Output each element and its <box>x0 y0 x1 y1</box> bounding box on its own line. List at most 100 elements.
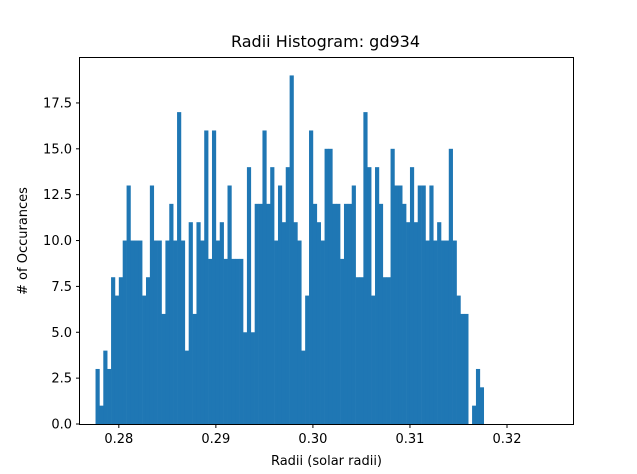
x-tick-label: 0.32 <box>493 432 522 447</box>
histogram-bar <box>324 148 329 424</box>
histogram-bar <box>243 332 248 424</box>
histogram-bar <box>161 313 166 424</box>
histogram-bar <box>355 277 360 424</box>
chart-title: Radii Histogram: gd934 <box>231 32 420 51</box>
histogram-bar <box>479 387 485 424</box>
histogram-bar <box>464 313 469 424</box>
histogram-bar <box>328 148 333 424</box>
x-axis-label: Radii (solar radii) <box>271 454 382 469</box>
histogram-bar <box>95 368 100 424</box>
histogram-bar <box>460 313 465 424</box>
histogram-bar <box>444 240 450 424</box>
histogram-bar <box>452 240 457 424</box>
histogram-bar <box>437 222 442 424</box>
y-axis-ticks: 0.0 2.5 5.0 7.5 10.0 12.5 15.0 17.5 <box>43 96 80 433</box>
histogram-bar <box>246 167 252 424</box>
histogram-bar <box>126 185 131 424</box>
histogram-bar <box>250 332 255 424</box>
histogram-bar <box>441 240 446 424</box>
histogram-bar <box>111 277 116 424</box>
histogram-bar <box>211 130 217 424</box>
histogram-bar <box>309 130 314 424</box>
histogram-bar <box>406 222 411 424</box>
y-tick-label: 17.5 <box>43 96 72 111</box>
histogram-bar <box>285 167 290 424</box>
histogram-bar <box>138 240 143 424</box>
y-tick-label: 0.0 <box>51 418 72 433</box>
histogram-bar <box>347 203 353 424</box>
histogram-bar <box>142 295 147 424</box>
histogram-bar <box>149 185 155 424</box>
histogram-bar <box>417 185 422 424</box>
histogram-bar <box>448 148 453 424</box>
histogram-bar <box>472 405 477 424</box>
histogram-bar <box>305 295 310 424</box>
histogram-bar <box>421 185 426 424</box>
histogram-bar <box>402 203 407 424</box>
histogram-bar <box>281 222 287 424</box>
histogram-bar <box>336 203 341 424</box>
histogram-bar <box>274 240 279 424</box>
histogram-bar <box>239 258 244 424</box>
histogram-bar <box>215 240 221 424</box>
x-tick-label: 0.31 <box>395 432 424 447</box>
histogram-bar <box>378 203 384 424</box>
histogram-bar <box>363 112 368 425</box>
histogram-bar <box>231 258 236 424</box>
histogram-bar <box>145 277 151 424</box>
histogram-bar <box>359 277 364 424</box>
histogram-bar <box>219 222 224 424</box>
histogram-bar <box>122 240 127 424</box>
y-tick-label: 15.0 <box>43 142 72 157</box>
histogram-bar <box>433 240 438 424</box>
histogram-bar <box>192 313 197 424</box>
histogram-bar <box>103 350 108 424</box>
histogram-bar <box>184 350 189 424</box>
x-axis-ticks: 0.28 0.29 0.30 0.31 0.32 <box>104 424 521 447</box>
histogram-bar <box>301 350 306 424</box>
y-tick-label: 2.5 <box>51 372 72 387</box>
x-tick-label: 0.29 <box>201 432 230 447</box>
histogram-bar <box>398 185 403 424</box>
histogram-bar <box>223 258 228 424</box>
histogram-bar <box>130 240 135 424</box>
histogram-bar <box>114 295 120 424</box>
histogram-bar <box>254 203 259 424</box>
histogram-bar <box>157 240 162 424</box>
histogram-bar <box>371 295 376 424</box>
plot-frame <box>79 57 574 425</box>
histogram-bar <box>204 130 209 424</box>
y-tick-label: 10.0 <box>43 234 72 249</box>
histogram-bar <box>200 240 205 424</box>
histogram-bar <box>277 185 283 424</box>
histogram-bar <box>180 240 186 424</box>
histogram-bar <box>107 368 112 424</box>
histogram-bar <box>177 112 182 425</box>
histogram-bars <box>95 75 485 425</box>
histogram-bar <box>316 222 321 424</box>
histogram-bar <box>235 258 240 424</box>
histogram-bar <box>475 368 481 424</box>
histogram-bar <box>173 240 178 424</box>
histogram-bar <box>409 167 415 424</box>
histogram-bar <box>375 167 380 424</box>
x-tick-label: 0.30 <box>298 432 327 447</box>
histogram-bar <box>289 75 294 425</box>
histogram-bar <box>382 277 387 424</box>
histogram-bar <box>351 185 356 424</box>
histogram-bar <box>340 258 345 424</box>
histogram-bar <box>297 240 302 424</box>
histogram-bar <box>293 222 298 424</box>
histogram-bar <box>134 240 139 424</box>
histogram-bar <box>429 185 434 424</box>
histogram-bar <box>99 405 104 424</box>
histogram-bar <box>312 203 318 424</box>
y-axis-label: # of Occurances <box>16 187 31 295</box>
histogram-bar <box>118 277 123 424</box>
histogram-bar <box>208 258 213 424</box>
histogram-bar <box>390 148 395 424</box>
y-tick-label: 12.5 <box>43 188 72 203</box>
histogram-bar <box>188 222 193 424</box>
histogram-bar <box>227 185 232 424</box>
histogram-bar <box>165 240 170 424</box>
